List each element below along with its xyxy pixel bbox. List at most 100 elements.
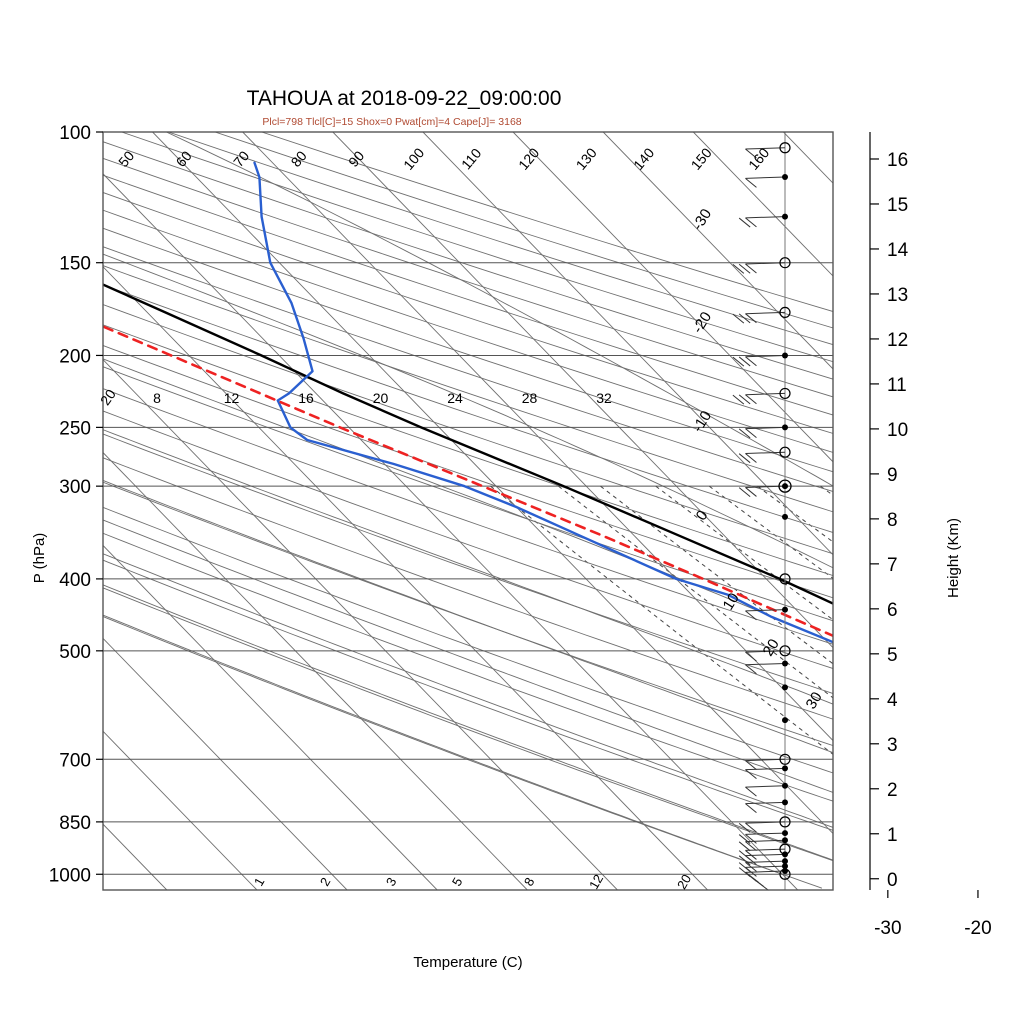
pressure-tick-label: 700 <box>59 750 91 771</box>
dry-adiabat-line <box>103 265 833 513</box>
dry-adiabat-line <box>103 345 833 599</box>
temperature-tick-label: -30 <box>874 918 901 939</box>
dry-adiabat-layer <box>103 132 833 889</box>
isotherm-line <box>242 132 833 742</box>
wind-level-dot <box>782 213 788 220</box>
dry-adiabat-line <box>103 587 833 862</box>
wind-level-dot <box>782 830 788 837</box>
mixing-ratio-label: 20 <box>674 872 694 892</box>
wind-level-dot <box>782 717 788 724</box>
wind-barb <box>745 662 786 675</box>
wind-barb <box>745 609 786 621</box>
wind-level-dot <box>782 868 788 875</box>
wind-barb <box>738 832 786 844</box>
height-tick-label: 5 <box>887 645 898 666</box>
isotherm-line <box>692 132 833 277</box>
sounding-dewpoint-curve <box>253 161 833 644</box>
dry-adiabat-mid-label: 32 <box>596 390 612 406</box>
dry-adiabat-mid-label: 20 <box>373 390 389 406</box>
wind-barb <box>745 176 786 188</box>
dry-adiabat-line <box>103 304 833 555</box>
isotherm-line <box>103 358 618 890</box>
plot-frame-layer <box>102 131 834 891</box>
isotherm-line <box>602 132 833 370</box>
dry-adiabat-line <box>103 209 833 453</box>
wind-level-circle <box>779 573 791 585</box>
wind-level-dot <box>782 660 788 667</box>
wind-level-dot <box>782 174 788 181</box>
height-axis-label: Height (Km) <box>945 518 962 598</box>
wind-level-circle <box>779 446 791 458</box>
dry-adiabat-line <box>103 559 833 831</box>
wind-barb <box>732 262 786 274</box>
height-tick-label: 2 <box>887 780 898 801</box>
dry-adiabat-line <box>103 324 833 577</box>
chart-subtitle: Plcl=798 Tlcl[C]=15 Shox=0 Pwat[cm]=4 Ca… <box>262 116 521 128</box>
isotherm-line <box>103 266 708 890</box>
dry-adiabat-mid-label: 24 <box>447 390 463 406</box>
wind-barb <box>738 216 786 228</box>
moist-adiabat-line <box>103 519 833 793</box>
pressure-tick-label: 1000 <box>49 865 91 886</box>
moist-adiabat-label: 30 <box>803 689 826 712</box>
wind-level-dot <box>782 684 788 691</box>
wind-level-dot <box>782 352 788 359</box>
wind-barb <box>732 311 786 324</box>
height-tick-label: 1 <box>887 825 898 846</box>
wind-level-target-dot <box>782 483 788 490</box>
pressure-tick-label: 150 <box>59 254 91 275</box>
height-tick-label: 16 <box>887 150 908 171</box>
chart-title: TAHOUA at 2018-09-22_09:00:00 <box>247 87 562 110</box>
isotherm-layer <box>103 132 833 890</box>
wind-level-circle <box>779 843 791 855</box>
wind-level-circle <box>779 816 791 828</box>
height-tick-label: 14 <box>887 240 909 261</box>
mixing-ratio-label: 12 <box>586 872 606 892</box>
pressure-tick-label: 500 <box>59 642 91 663</box>
height-tick-label: 15 <box>887 195 908 216</box>
moist-adiabat-label: 20 <box>760 636 783 659</box>
wind-level-dot <box>782 837 788 844</box>
wind-level-circle <box>779 645 791 657</box>
dry-adiabat-line <box>103 506 833 774</box>
pressure-tick-label: 250 <box>59 418 91 439</box>
wind-barb <box>745 147 786 159</box>
wind-barb <box>745 758 786 770</box>
height-tick-label: 13 <box>887 285 908 306</box>
isotherm-line <box>512 132 833 463</box>
dry-adiabat-line <box>103 481 833 747</box>
wind-barb <box>738 426 786 439</box>
wind-barb <box>738 860 786 872</box>
height-tick-label: 3 <box>887 735 898 756</box>
wind-barb <box>738 848 786 861</box>
wind-barb <box>738 821 786 833</box>
wind-barb <box>732 392 786 405</box>
wind-level-circle <box>779 387 791 400</box>
isotherm-line <box>103 451 528 890</box>
moist-adiabat-line <box>103 429 833 705</box>
isotherm-line <box>103 173 799 890</box>
height-tick-label: 0 <box>887 870 898 891</box>
height-tick-label: 7 <box>887 555 898 576</box>
temperature-tick-label: -20 <box>964 918 991 939</box>
temperature-axis-label: Temperature (C) <box>413 954 522 971</box>
isotherm-line <box>103 544 438 890</box>
height-tick-label: 9 <box>887 465 898 486</box>
moist-adiabat-line <box>103 479 833 754</box>
dry-adiabat-mid-label: 16 <box>298 390 314 406</box>
wind-barb-layer <box>732 132 792 891</box>
wind-level-circle <box>779 753 791 765</box>
dry-adiabat-mid-label: 8 <box>153 390 161 406</box>
isotherm-line <box>422 132 833 556</box>
wind-level-dot <box>782 863 788 870</box>
isotherm-line <box>152 132 833 835</box>
isotherm-line <box>103 637 348 890</box>
height-tick-label: 4 <box>887 690 898 711</box>
wind-level-dot <box>782 606 788 613</box>
wind-barb <box>745 801 786 814</box>
wind-barb <box>745 767 786 780</box>
wind-barb <box>745 785 786 797</box>
